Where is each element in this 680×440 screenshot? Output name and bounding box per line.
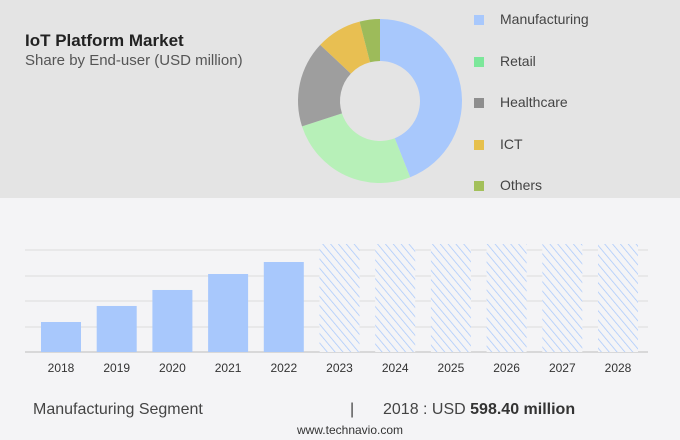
donut-slice-others [359,19,380,63]
donut-slice-healthcare [298,44,351,127]
separator: | [350,401,355,418]
x-tick-label: 2025 [438,361,465,375]
donut-slice-ict [320,21,371,74]
bar-2022 [263,262,304,352]
legend-label: ICT [500,135,523,152]
legend-item: Manufacturing [474,11,589,27]
bar-2021 [208,273,249,352]
x-tick-label: 2019 [103,361,130,375]
legend-label: Others [500,177,543,193]
website: www.technavio.com [296,423,404,437]
chart-subtitle: Share by End-user (USD million) [25,52,243,69]
segment-label: Manufacturing Segment [33,401,203,418]
x-tick-label: 2026 [493,361,520,375]
x-tick-label: 2023 [326,361,353,375]
x-tick-label: 2020 [159,361,186,375]
legend-label: Healthcare [500,94,568,110]
legend-swatch [474,181,484,191]
legend-label: Manufacturing [500,11,589,27]
x-tick-label: 2022 [270,361,297,375]
x-tick-label: 2018 [48,361,75,375]
x-tick-label: 2021 [215,361,242,375]
legend-swatch [474,15,484,25]
forecast-bar-2025 [430,244,471,352]
legend-swatch [474,56,484,67]
legend-swatch [474,98,484,108]
segment-value: 598.40 million [470,401,576,418]
legend-swatch [474,139,484,150]
year-label: 2018 : USD [383,401,471,418]
legend-item: Others [474,177,542,193]
forecast-bar-2024 [375,244,416,352]
bar-2019 [96,305,137,352]
x-tick-label: 2024 [382,361,409,375]
donut-slice-retail [302,113,411,183]
legend-item: Healthcare [474,94,568,110]
forecast-bar-2023 [319,244,360,352]
forecast-bar-2026 [486,244,527,352]
x-tick-label: 2028 [605,361,632,375]
chart-title: IoT Platform Market [25,31,184,50]
legend-label: Retail [500,52,536,69]
bar-2020 [152,289,193,352]
legend-item: ICT [474,136,523,152]
forecast-bar-2028 [598,244,638,352]
donut-slice-manufacturing [380,19,462,178]
legend-item: Retail [474,53,536,69]
x-tick-label: 2027 [549,361,576,375]
bar-2018 [41,322,81,352]
forecast-bar-2027 [542,244,583,352]
